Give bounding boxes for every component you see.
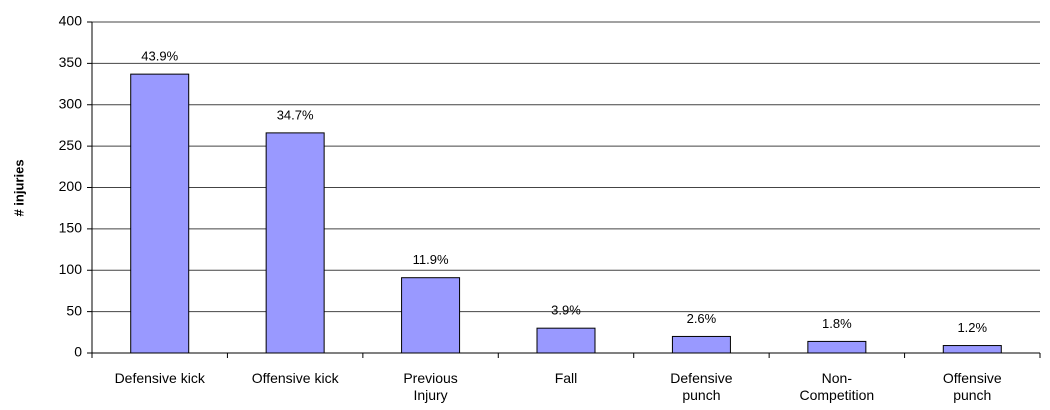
y-tick-label: 50: [66, 302, 82, 318]
x-tick-label: Non- Competition: [799, 370, 875, 403]
x-tick-label: Defensive punch: [670, 370, 733, 403]
bar: [265, 132, 325, 354]
bar: [671, 335, 731, 354]
x-tick-label: Offensive punch: [942, 370, 1002, 403]
bar: [401, 277, 461, 354]
y-tick-label: 300: [59, 95, 83, 111]
data-label: 11.9%: [413, 252, 449, 267]
y-tick-label: 0: [74, 344, 82, 360]
bar: [536, 327, 596, 354]
data-label: 2.6%: [687, 311, 717, 326]
x-tick-label: Defensive kick: [114, 370, 205, 386]
y-axis-label: # injuries: [11, 159, 26, 216]
y-tick-label: 200: [59, 178, 83, 194]
y-tick-label: 150: [59, 220, 83, 236]
y-tick-label: 250: [59, 137, 83, 153]
x-tick-label: Previous Injury: [403, 370, 458, 403]
bar: [130, 73, 190, 354]
y-tick-label: 100: [59, 261, 83, 277]
bar: [807, 340, 867, 354]
data-label: 1.2%: [957, 320, 987, 335]
x-tick-label: Offensive kick: [251, 370, 339, 386]
data-label: 43.9%: [141, 49, 178, 64]
bar: [942, 345, 1002, 354]
data-label: 3.9%: [551, 303, 581, 318]
y-tick-label: 400: [59, 13, 83, 29]
data-label: 1.8%: [822, 316, 852, 331]
data-label: 34.7%: [277, 107, 314, 122]
y-tick-label: 350: [59, 54, 83, 70]
x-tick-label: Fall: [554, 370, 578, 386]
